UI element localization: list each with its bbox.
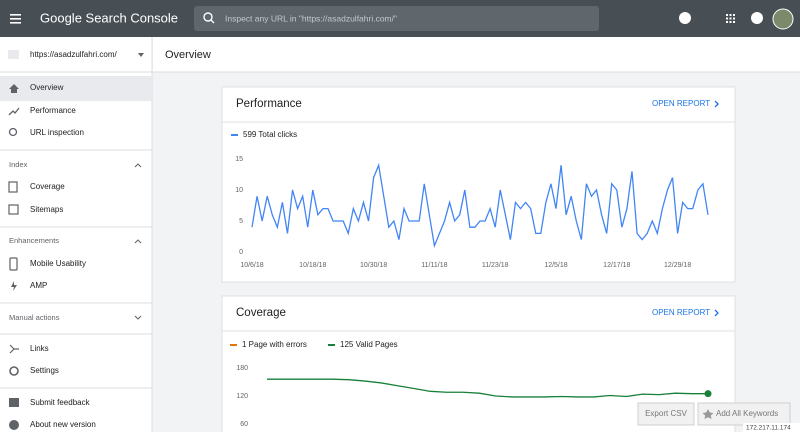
ip-address: 172.217.11.174 [746, 425, 791, 432]
home-icon [9, 84, 19, 93]
section-title[interactable]: Enhancements [9, 236, 59, 245]
legend-label: 125 Valid Pages [340, 340, 398, 349]
info-icon [9, 420, 19, 430]
settings-icon [9, 366, 19, 376]
y-tick-label: 15 [235, 156, 243, 163]
x-tick-label: 11/23/18 [482, 262, 509, 269]
y-tick-label: 10 [235, 187, 243, 194]
avatar[interactable] [772, 8, 794, 30]
search-icon [203, 12, 213, 22]
legend-label: 599 Total clicks [243, 130, 297, 139]
sidebar [0, 37, 152, 432]
x-tick-label: 10/6/18 [240, 262, 263, 269]
apps-icon[interactable] [726, 14, 735, 23]
x-tick-label: 11/11/18 [421, 262, 447, 269]
expand-icon[interactable] [134, 315, 142, 320]
section-title[interactable]: Index [9, 160, 28, 169]
selected-item-bg [0, 76, 152, 101]
performance-card [221, 86, 736, 283]
menu-icon[interactable] [10, 14, 21, 24]
y-tick-label: 5 [239, 218, 243, 225]
export-button[interactable] [637, 402, 695, 426]
y-tick-label: 0 [239, 249, 243, 256]
collapse-icon[interactable] [134, 239, 142, 244]
nav-item[interactable]: AMP [30, 281, 47, 290]
nav-item[interactable]: Settings [30, 366, 59, 375]
nav-item[interactable]: Coverage [30, 182, 65, 191]
keywords-label: Add All Keywords [716, 409, 778, 418]
nav-item[interactable]: Overview [30, 83, 64, 92]
help-icon[interactable] [679, 12, 691, 24]
amp-icon [11, 281, 17, 291]
search-icon-handle [210, 19, 215, 24]
mobile-icon [9, 257, 18, 271]
nav-item[interactable]: Sitemaps [30, 205, 63, 214]
collapse-icon[interactable] [134, 163, 142, 168]
sitemaps-icon [8, 204, 19, 215]
x-tick-label: 10/30/18 [360, 262, 387, 269]
star-icon [702, 409, 714, 419]
y-tick-label: 120 [236, 393, 248, 400]
open-report-link[interactable]: OPEN REPORT [652, 99, 710, 108]
property-selector[interactable]: https://asadzulfahri.com/ [30, 50, 117, 59]
y-tick-label: 60 [240, 421, 248, 428]
product-name: Google Search Console [40, 10, 178, 25]
x-tick-label: 12/5/18 [544, 262, 567, 269]
notifications-icon[interactable] [751, 12, 763, 24]
charts: Performance OPEN REPORT 0 5 10 15 599 Total cl… [230, 98, 719, 428]
x-tick-label: 12/17/18 [603, 262, 630, 269]
export-label: Export CSV [645, 409, 687, 418]
card-title: Performance [236, 98, 302, 110]
x-tick-label: 12/29/18 [664, 262, 691, 269]
open-report-link[interactable]: OPEN REPORT [652, 308, 710, 317]
links-icon [9, 344, 19, 354]
property-icon [8, 50, 19, 59]
performance-icon [8, 107, 20, 116]
section-title[interactable]: Manual actions [9, 313, 60, 322]
y-tick-label: 180 [236, 365, 248, 372]
nav-item[interactable]: Mobile Usability [30, 259, 86, 268]
nav-item[interactable]: URL inspection [30, 128, 84, 137]
coverage-icon [8, 181, 18, 193]
search-box[interactable] [194, 6, 599, 31]
nav-item[interactable]: Performance [30, 106, 76, 115]
page-title: Overview [165, 49, 211, 61]
search-placeholder: Inspect any URL in "https://asadzulfahri… [225, 13, 397, 23]
ip-badge [743, 423, 800, 432]
end-point [704, 390, 712, 398]
nav-item[interactable]: About new version [30, 420, 96, 429]
chevron [714, 309, 719, 317]
nav-item[interactable]: Submit feedback [30, 398, 91, 407]
chevron [714, 100, 719, 108]
dropdown-arrow [138, 53, 144, 57]
series-line [267, 378, 708, 398]
nav-item[interactable]: Links [30, 344, 49, 353]
feedback-icon [9, 398, 19, 407]
x-tick-label: 10/18/18 [299, 262, 326, 269]
inspect-icon [8, 127, 18, 137]
series-line [251, 162, 709, 249]
page-header [153, 37, 800, 72]
card-title: Coverage [236, 307, 286, 319]
legend-label: 1 Page with errors [242, 340, 307, 349]
